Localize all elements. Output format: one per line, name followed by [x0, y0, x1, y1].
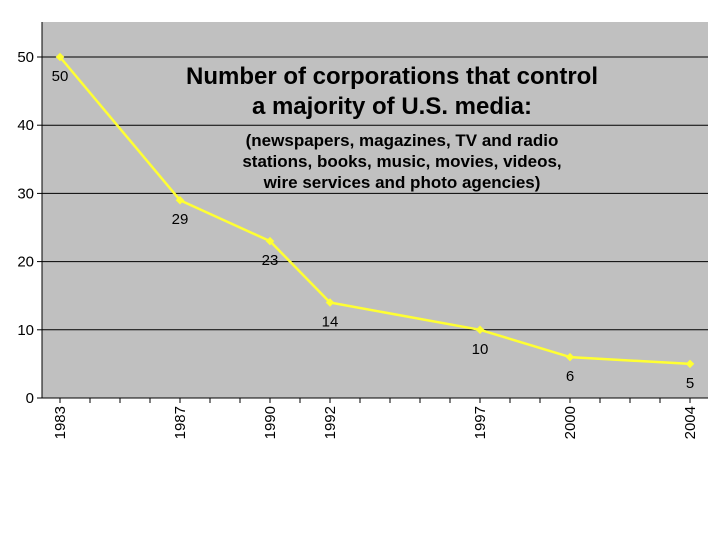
data-label-1992: 14: [322, 314, 339, 331]
chart-title-line-1: Number of corporations that control: [186, 63, 598, 90]
x-tick-label-1990: 1990: [262, 406, 279, 439]
chart-title: Number of corporations that control a ma…: [186, 63, 598, 120]
plot-area: [42, 22, 708, 398]
data-label-1990: 23: [262, 252, 279, 269]
series: [55, 52, 695, 369]
gridlines: [42, 56, 708, 331]
data-label-1983: 50: [52, 68, 69, 85]
y-tick-label-30: 30: [17, 185, 34, 202]
data-label-1987: 29: [172, 211, 189, 228]
x-tick-label-1992: 1992: [322, 406, 339, 439]
y-tick-label-0: 0: [26, 390, 34, 407]
data-label-1997: 10: [472, 341, 489, 358]
x-tick-label-1987: 1987: [172, 406, 189, 439]
axes: 0 10 20 30 40 50 1983 1987 1990 1992 1997 2000 2004: [17, 22, 708, 439]
y-tick-label-10: 10: [17, 322, 34, 339]
y-tick-label-20: 20: [17, 254, 34, 271]
data-point-1997: [475, 325, 485, 335]
data-point-2000: [565, 352, 575, 362]
chart-subtitle-line-3: wire services and photo agencies): [263, 173, 541, 192]
data-point-1992: [325, 298, 335, 307]
x-tick-label-2004: 2004: [682, 406, 699, 439]
chart-title-line-2: a majority of U.S. media:: [252, 93, 532, 120]
x-tick-label-1983: 1983: [52, 406, 69, 439]
data-labels: 50 29 23 14 10 6 5: [52, 68, 695, 392]
x-tick-label-1997: 1997: [472, 406, 489, 439]
y-tick-label-40: 40: [17, 117, 34, 134]
data-label-2004: 5: [686, 375, 694, 392]
data-point-1990: [265, 236, 275, 246]
x-tick-label-2000: 2000: [562, 406, 579, 439]
data-label-2000: 6: [566, 368, 574, 385]
chart-subtitle: (newspapers, magazines, TV and radio sta…: [242, 131, 561, 192]
data-point-1987: [175, 195, 185, 205]
data-point-2004: [685, 359, 695, 369]
data-point-1983: [55, 52, 65, 62]
chart-subtitle-line-2: stations, books, music, movies, videos,: [242, 152, 561, 171]
y-tick-label-50: 50: [17, 49, 34, 66]
chart-subtitle-line-1: (newspapers, magazines, TV and radio: [246, 131, 559, 150]
